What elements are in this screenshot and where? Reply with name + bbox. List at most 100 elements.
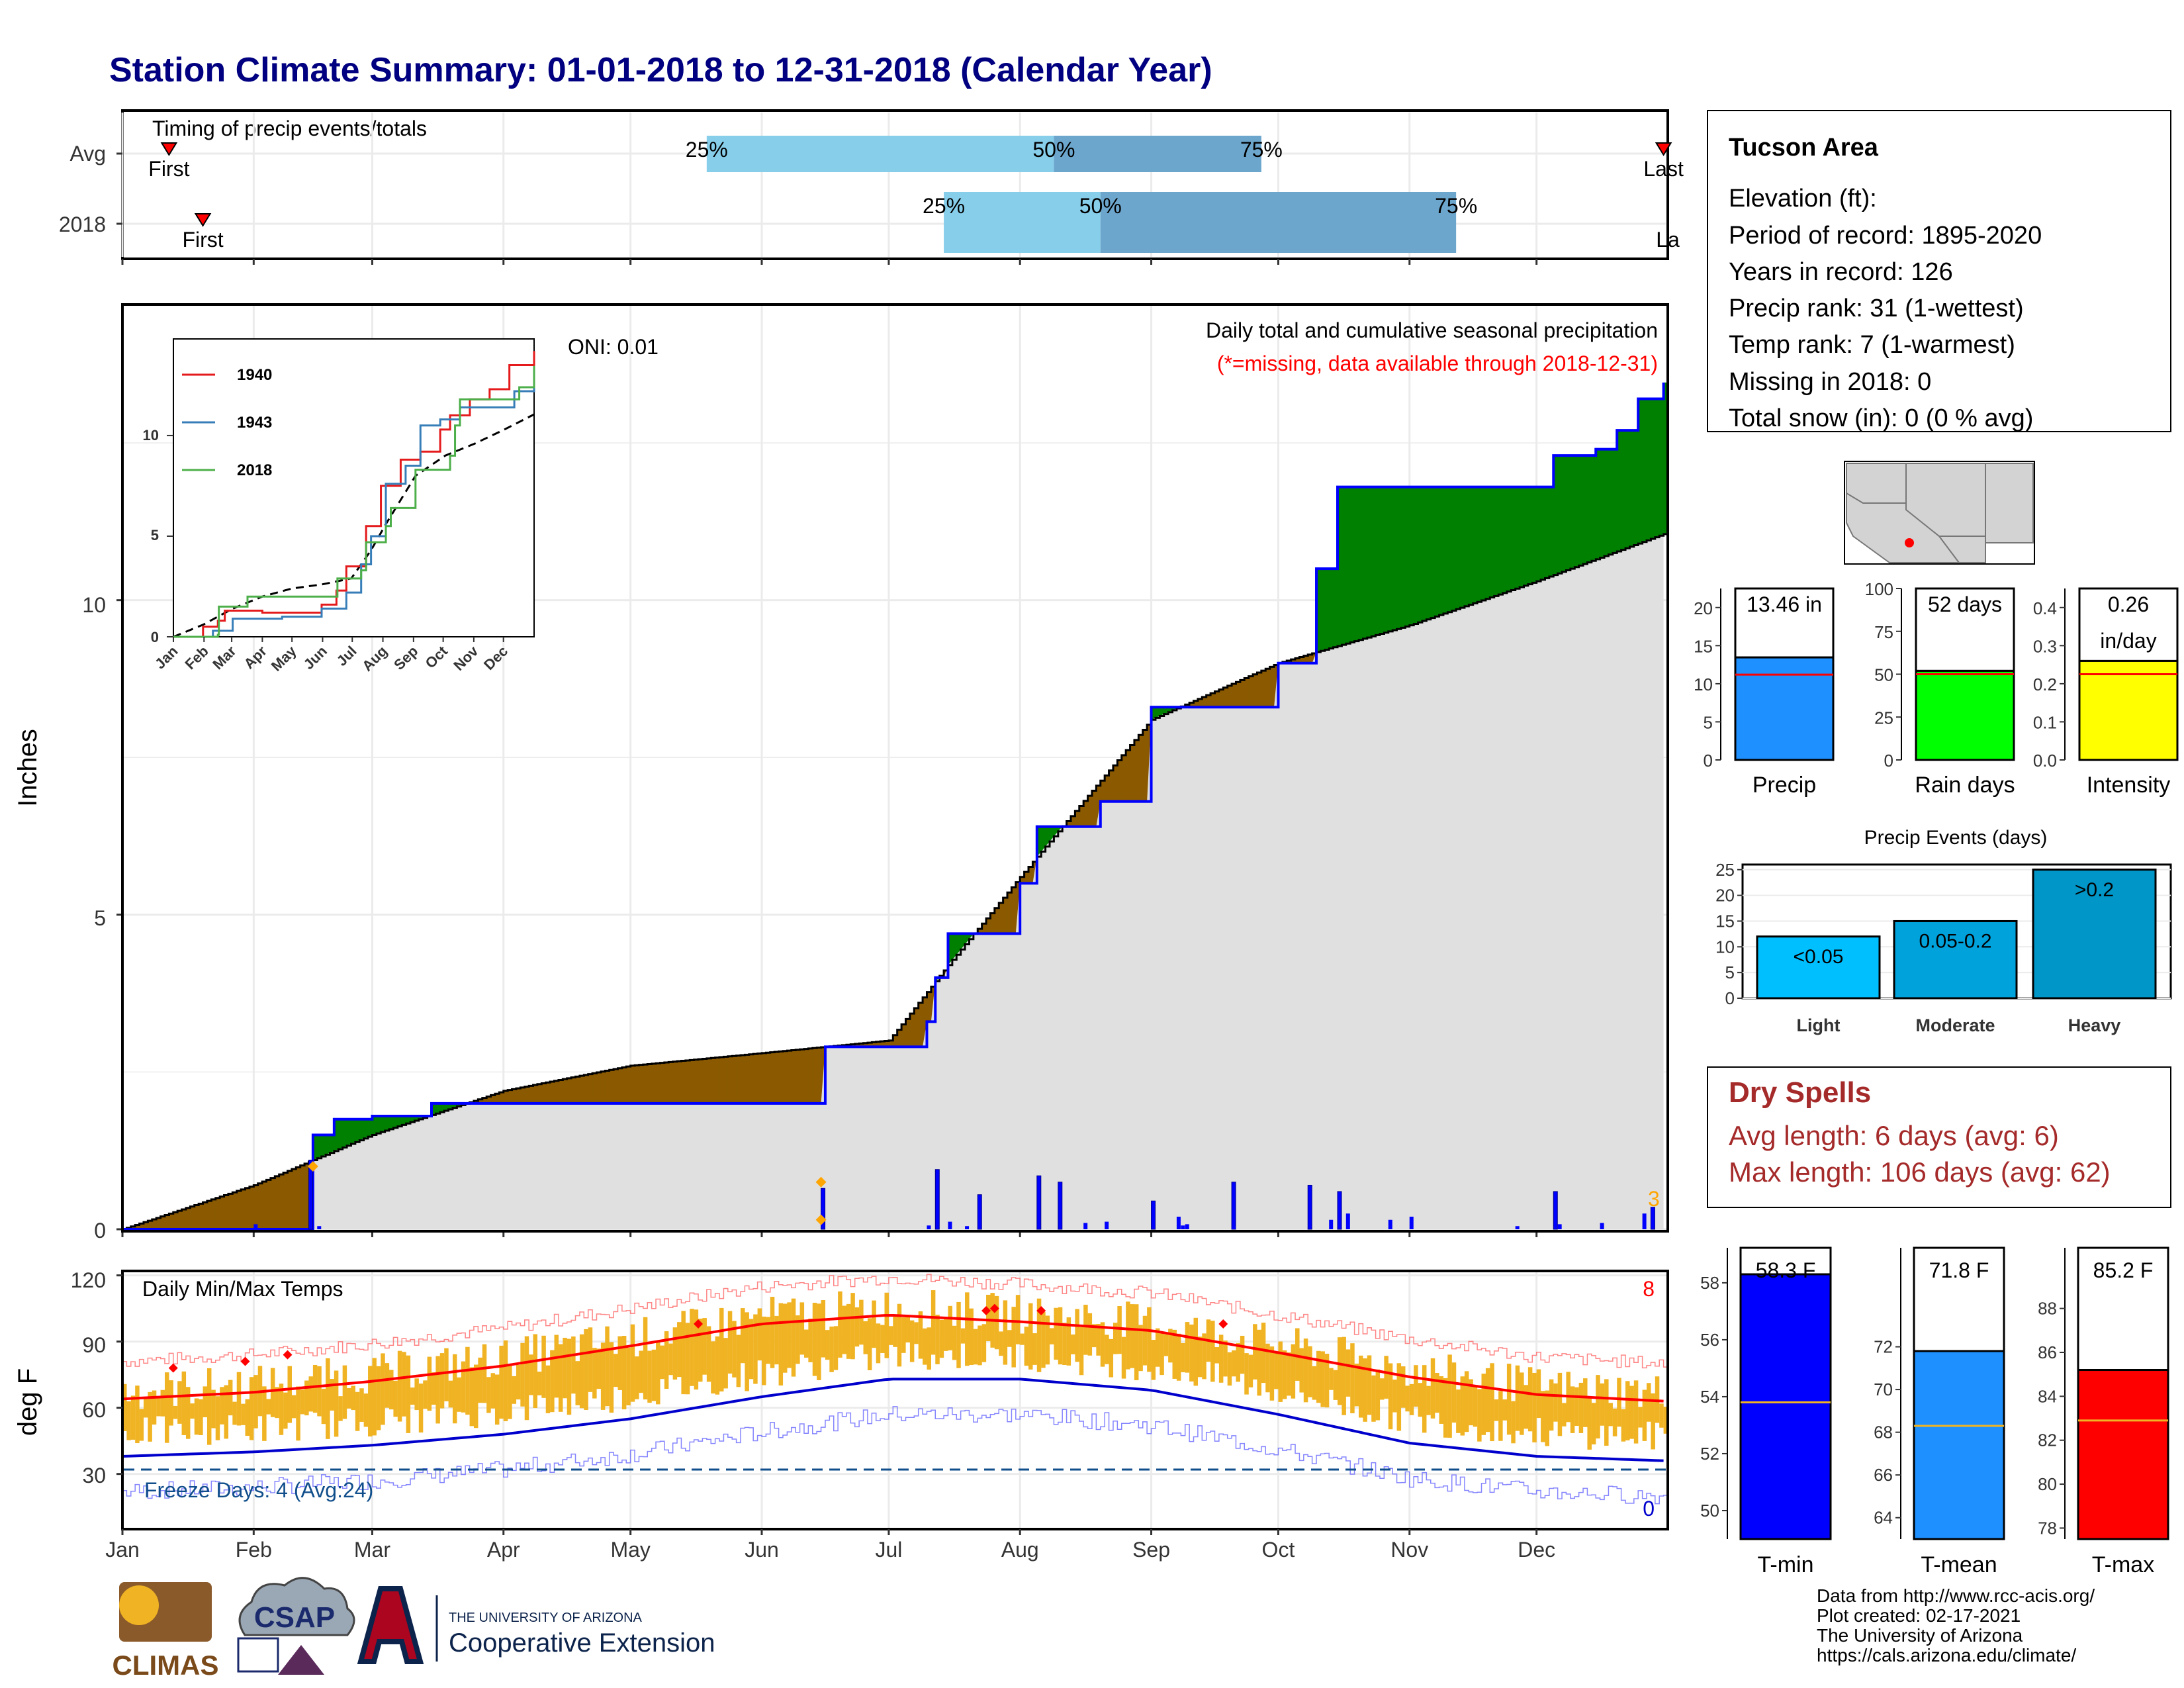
daily-temp-bar	[719, 1307, 724, 1392]
below-average-area	[1138, 735, 1144, 802]
daily-temp-bar	[139, 1409, 144, 1441]
daily-temp-bar	[617, 1336, 622, 1390]
above-average-area	[1642, 399, 1647, 542]
above-average-area	[1375, 487, 1381, 635]
temp-ytick-120: 120	[71, 1268, 106, 1292]
below-average-area	[1130, 745, 1135, 802]
below-average-area	[1202, 697, 1207, 708]
precip-events-chart: Precip Events (days) <0.05 Light 0.05-0.2 M…	[1715, 827, 2172, 1035]
daily-temp-bar	[1642, 1389, 1647, 1441]
below-average-area	[283, 1172, 289, 1229]
above-average-area	[965, 933, 970, 945]
daily-temp-bar	[579, 1334, 584, 1409]
daily-temp-bar	[503, 1340, 508, 1421]
daily-temp-bar	[787, 1302, 792, 1368]
daily-temp-bar	[999, 1331, 1003, 1356]
daily-temp-bar	[1545, 1390, 1549, 1446]
daily-temp-bar	[385, 1363, 390, 1408]
above-average-area	[1316, 569, 1322, 653]
below-average-area	[185, 1207, 191, 1229]
below-average-area	[745, 1055, 750, 1103]
below-average-area	[854, 1043, 860, 1047]
above-average-area	[1363, 487, 1368, 639]
below-average-area	[1291, 659, 1296, 663]
above-average-area	[1494, 487, 1499, 596]
temp-xtick-label: Jun	[745, 1538, 779, 1562]
daily-temp-bar	[1354, 1363, 1359, 1407]
daily-temp-bar	[1625, 1381, 1630, 1440]
above-average-area	[1041, 826, 1046, 852]
daily-temp-bar	[558, 1344, 563, 1412]
temp-summary-ytick-label: 64	[1874, 1508, 1893, 1528]
daily-temp-bar	[1036, 1298, 1042, 1372]
below-average-area	[241, 1189, 246, 1229]
daily-temp-bar	[334, 1370, 339, 1437]
info-temp-rank: Temp rank: 7 (1-warmest)	[1729, 331, 2015, 359]
daily-temp-bar	[681, 1311, 686, 1395]
temp-summary-ytick-label: 54	[1700, 1387, 1719, 1407]
below-average-area	[799, 1049, 805, 1103]
inset-ytick-5: 5	[151, 527, 159, 543]
daily-temp-bar	[829, 1326, 834, 1372]
daily-temp-bar	[220, 1387, 224, 1425]
daily-temp-bar	[1409, 1383, 1414, 1415]
temp-summary-label-box	[1739, 1246, 1832, 1276]
summary-bar-value: 52 days	[1928, 592, 2002, 616]
below-average-area	[199, 1203, 204, 1229]
below-average-area	[1223, 687, 1228, 708]
daily-temp-bar	[842, 1305, 847, 1354]
above-average-area	[1329, 569, 1334, 649]
daily-temp-bar	[931, 1290, 936, 1355]
daily-temp-bar	[312, 1364, 318, 1413]
daily-precip-bar	[1388, 1219, 1392, 1229]
below-average-area	[774, 1052, 780, 1103]
timing-panel: Timing of precip events/totals Avg 2018 …	[59, 109, 1684, 265]
daily-temp-bar	[236, 1372, 242, 1426]
daily-temp-bar	[351, 1385, 355, 1411]
record-high-marker	[981, 1306, 991, 1315]
daily-temp-bar	[888, 1326, 893, 1345]
below-average-area	[1091, 790, 1097, 827]
temp-panel-label: Daily Min/Max Temps	[142, 1277, 343, 1301]
timing-q75-label: 75%	[1435, 194, 1477, 218]
daily-temp-bar	[1333, 1370, 1338, 1400]
timing-q25-q50-bar	[706, 136, 1054, 172]
above-average-area	[1160, 707, 1165, 716]
temp-xtick-label: Apr	[487, 1538, 520, 1562]
below-average-area	[588, 1074, 593, 1103]
below-average-area	[1011, 887, 1017, 934]
daily-temp-bar	[796, 1315, 800, 1364]
above-average-area	[1498, 487, 1504, 595]
below-average-area	[478, 1099, 483, 1103]
inset-series-line-2018	[173, 365, 535, 638]
daily-temp-bar	[1223, 1340, 1228, 1377]
temp-ytick-30: 30	[82, 1464, 106, 1487]
temp-xtick-label: Aug	[1001, 1538, 1039, 1562]
daily-temp-bar	[1214, 1347, 1219, 1364]
below-average-area	[978, 929, 983, 934]
daily-temp-bar	[266, 1399, 271, 1415]
daily-temp-bar	[1345, 1349, 1351, 1397]
below-average-area	[545, 1082, 551, 1103]
daily-precip-bar	[948, 1221, 952, 1229]
summary-bar-value-unit: in/day	[2100, 629, 2156, 653]
daily-temp-bar	[432, 1372, 436, 1405]
timing-q25-label: 25%	[923, 194, 965, 218]
above-average-area	[1485, 487, 1490, 599]
daily-temp-bar	[1075, 1309, 1079, 1362]
below-average-area	[262, 1182, 267, 1229]
daily-temp-bar	[1138, 1325, 1143, 1372]
daily-temp-bar	[287, 1366, 292, 1423]
summary-bar-ytick-label: 100	[1865, 579, 1893, 599]
events-bar-label: 0.05-0.2	[1919, 930, 1991, 952]
daily-temp-bar	[833, 1326, 839, 1370]
temp-summary-label-box	[1913, 1246, 2005, 1352]
daily-temp-bar	[317, 1366, 322, 1417]
events-ytick-label: 15	[1715, 911, 1735, 931]
above-average-area	[1414, 487, 1419, 624]
above-average-area	[1663, 382, 1668, 534]
daily-temp-bar	[867, 1318, 872, 1370]
below-average-area	[558, 1080, 563, 1103]
below-average-area	[596, 1072, 602, 1103]
csap-logo-text: CSAP	[254, 1601, 335, 1634]
